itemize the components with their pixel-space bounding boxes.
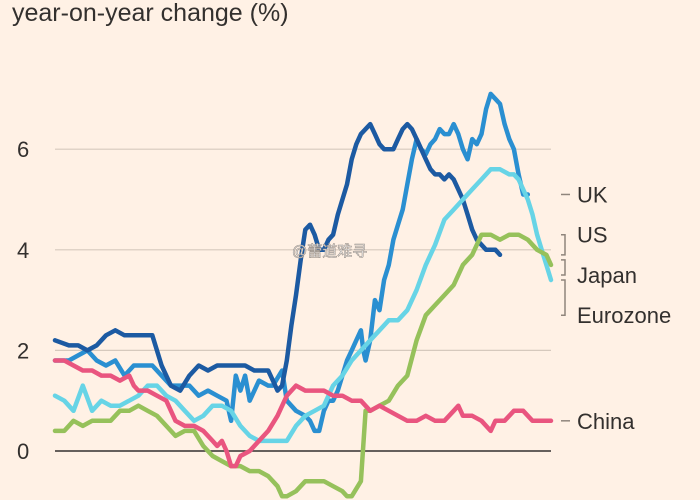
series-line-uk [52, 91, 531, 434]
chart-subtitle: year-on-year change (%) [12, 0, 289, 27]
legend-label-uk: UK [577, 182, 608, 207]
series-line-china [52, 358, 554, 469]
legend-label-japan: Japan [577, 263, 637, 288]
legend-label-us: US [577, 223, 608, 248]
series-lines [52, 91, 554, 499]
watermark-text: @蕾道难寻 [292, 243, 367, 260]
series-line-us [52, 121, 503, 393]
legend-label-china: China [577, 409, 635, 434]
y-tick-label: 2 [17, 338, 29, 363]
y-tick-label: 0 [17, 439, 29, 464]
series-line-eurozone [52, 232, 554, 499]
legend: UK US Japan Eurozone China [561, 182, 671, 434]
series-line-japan [52, 167, 554, 444]
y-tick-label: 6 [17, 137, 29, 162]
gridlines [55, 148, 551, 452]
legend-bracket [561, 233, 566, 256]
legend-bracket [561, 279, 566, 316]
legend-label-eurozone: Eurozone [577, 303, 671, 328]
legend-bracket [561, 259, 566, 276]
y-tick-label: 4 [17, 238, 29, 263]
y-axis-ticks: 0 2 4 6 [17, 137, 29, 464]
